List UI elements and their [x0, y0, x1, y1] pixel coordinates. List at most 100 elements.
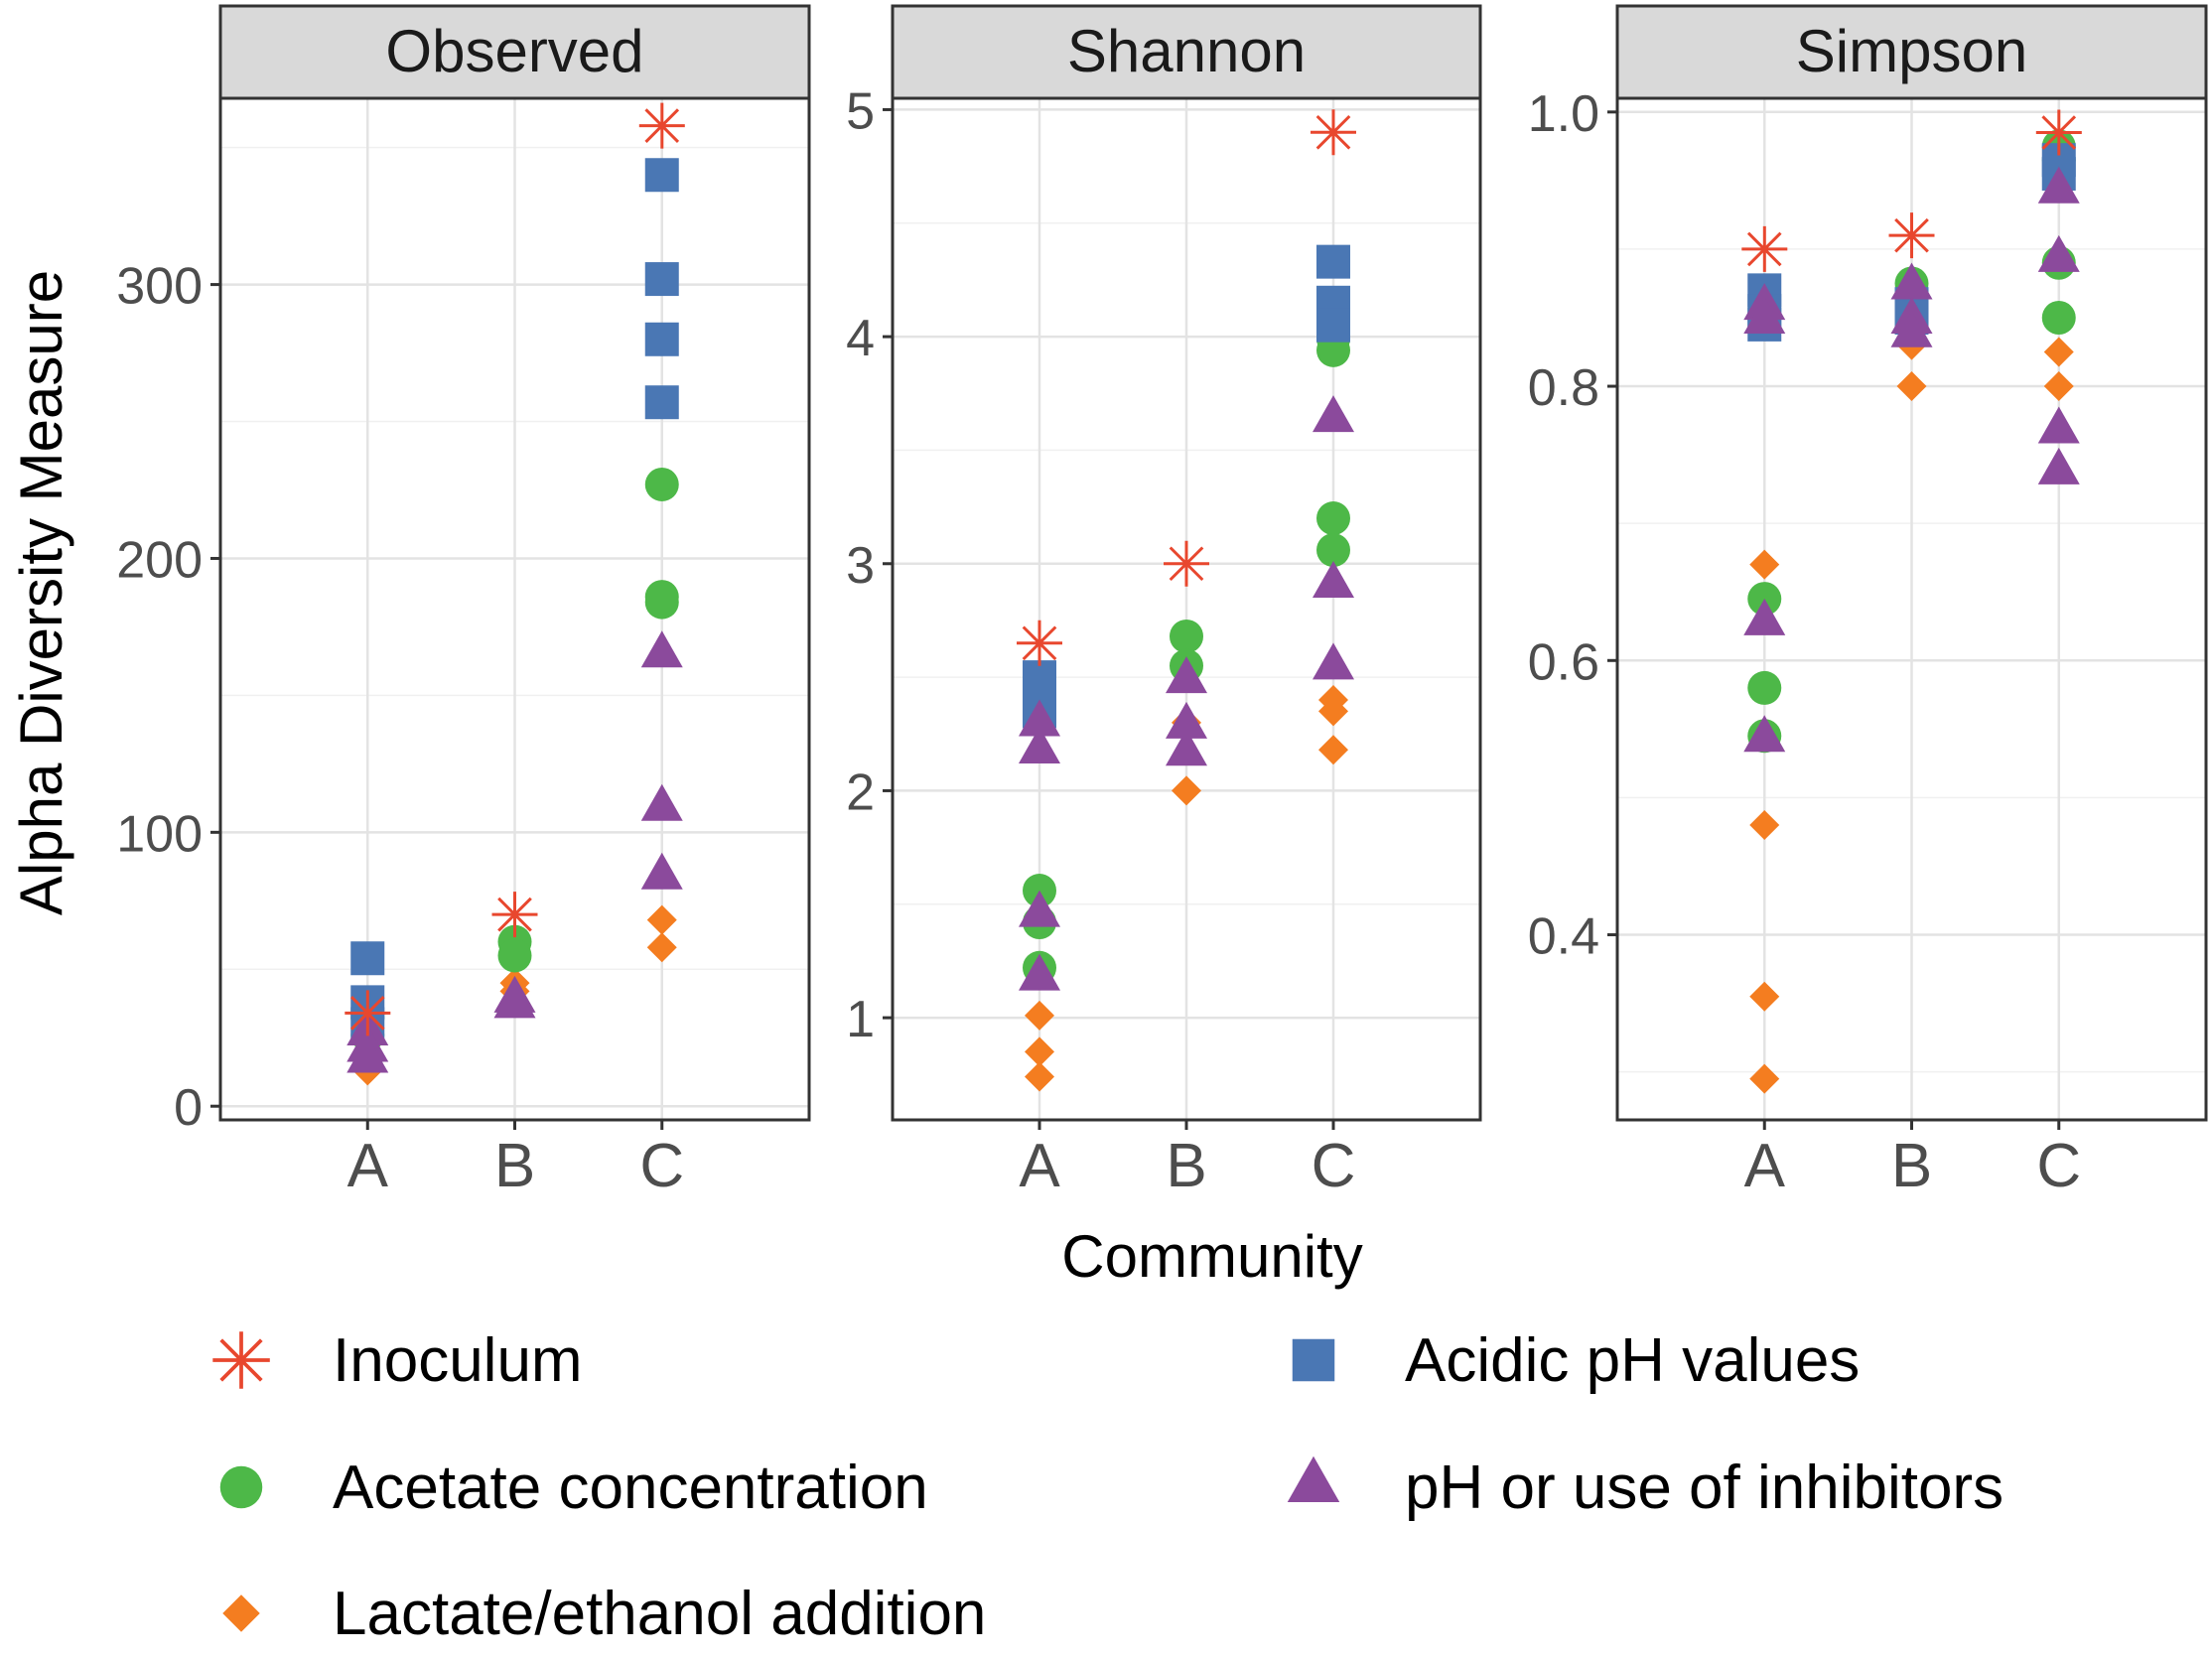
- x-axis-title: Community: [1061, 1223, 1362, 1290]
- legend-marker-acetate: [219, 1465, 263, 1509]
- point-inhib-C: [2037, 406, 2080, 444]
- y-tick-label: 300: [116, 258, 203, 316]
- point-acetate-A: [1747, 670, 1782, 705]
- point-inhib-A: [346, 1036, 389, 1073]
- point-acetate-C: [2041, 300, 2076, 335]
- point-lactate-C: [646, 904, 677, 935]
- point-lactate-C: [1318, 735, 1348, 765]
- point-inhib-C: [640, 852, 683, 890]
- y-tick-label: 2: [846, 763, 875, 821]
- legend-label-lactate: Lactate/ethanol addition: [333, 1580, 986, 1648]
- y-tick-label: 5: [846, 82, 875, 140]
- point-inoculum-C: [1311, 109, 1356, 156]
- point-inhib-A: [1743, 598, 1786, 635]
- y-tick-label: 0.8: [1528, 359, 1599, 417]
- point-inhib-C: [1313, 561, 1354, 599]
- x-tick-label: C: [1312, 1132, 1356, 1200]
- point-inoculum-A: [1017, 620, 1062, 666]
- point-inhib-C: [1313, 642, 1354, 680]
- point-inhib-C: [2037, 166, 2080, 204]
- point-inhib-C: [1313, 395, 1354, 433]
- x-tick-label: C: [2036, 1132, 2081, 1200]
- legend-label-acetate: Acetate concentration: [333, 1453, 928, 1522]
- legend-marker-inoculum: [212, 1331, 270, 1389]
- facet-panel-simpson: Simpson 0.4 0.6 0.8 1.0 A B C: [1528, 4, 2208, 1200]
- legend-item-inhib: pH or use of inhibitors: [1287, 1453, 2004, 1522]
- facet-strip: [1615, 4, 2208, 100]
- facet-title: Observed: [385, 18, 643, 84]
- point-acidic-C: [644, 158, 679, 193]
- point-inhib-C: [640, 630, 683, 668]
- point-acetate-C: [644, 585, 679, 620]
- legend-item-acidic: Acidic pH values: [1292, 1326, 1860, 1395]
- point-inhib-C: [2037, 234, 2080, 272]
- y-tick-label: 100: [116, 805, 203, 863]
- legend-item-lactate: Lactate/ethanol addition: [222, 1580, 986, 1648]
- x-tick-label: A: [1019, 1132, 1060, 1200]
- point-inhib-B: [1890, 310, 1933, 347]
- legend-label-inhib: pH or use of inhibitors: [1405, 1453, 2004, 1522]
- point-inoculum-C: [2035, 109, 2082, 156]
- point-acetate-B: [1170, 619, 1203, 653]
- x-tick-label: B: [1166, 1132, 1206, 1200]
- facet-title: Shannon: [1067, 18, 1306, 84]
- point-lactate-A: [1749, 810, 1780, 841]
- y-tick-label: 3: [846, 537, 875, 595]
- point-inhib-B: [1166, 729, 1207, 766]
- point-inhib-B: [493, 981, 536, 1019]
- legend-item-inoculum: Inoculum: [212, 1326, 583, 1395]
- y-tick-label: 0.6: [1528, 633, 1599, 691]
- point-inhib-A: [1743, 296, 1786, 334]
- x-tick-label: C: [639, 1132, 684, 1200]
- legend-label-inoculum: Inoculum: [333, 1326, 583, 1395]
- point-inoculum-B: [1888, 212, 1935, 259]
- x-tick-label: B: [494, 1132, 535, 1200]
- facet-strip: [218, 4, 811, 100]
- point-inhib-A: [1019, 953, 1060, 991]
- point-lactate-A: [1749, 981, 1780, 1012]
- point-lactate-A: [1749, 549, 1780, 580]
- point-inhib-B: [1166, 701, 1207, 739]
- y-axis-title: Alpha Diversity Measure: [8, 270, 74, 915]
- x-tick-label: A: [1744, 1132, 1786, 1200]
- legend-marker-inhib: [1287, 1455, 1340, 1502]
- y-tick-label: 1.0: [1528, 85, 1599, 143]
- x-tick-label: A: [347, 1132, 389, 1200]
- point-inoculum-C: [638, 102, 685, 149]
- point-acidic-C: [1316, 244, 1350, 279]
- point-acetate-C: [1316, 501, 1350, 536]
- y-tick-label: 0: [174, 1079, 203, 1137]
- point-acetate-B: [497, 938, 532, 973]
- legend-marker-lactate: [222, 1594, 260, 1632]
- y-tick-label: 4: [846, 310, 875, 367]
- point-inoculum-B: [1164, 540, 1209, 587]
- facet-strip: [891, 4, 1482, 100]
- y-tick-label: 200: [116, 531, 203, 589]
- point-inhib-A: [1019, 726, 1060, 763]
- facet-title: Simpson: [1796, 18, 2027, 84]
- point-lactate-C: [2043, 371, 2074, 402]
- facet-panel-shannon: Shannon 1 2 3 4 5 A B C: [846, 4, 1482, 1200]
- y-tick-label: 0.4: [1528, 908, 1599, 966]
- x-tick-label: B: [1891, 1132, 1932, 1200]
- point-inhib-C: [2037, 447, 2080, 484]
- point-inhib-A: [1743, 715, 1786, 753]
- point-acetate-C: [644, 467, 679, 501]
- point-lactate-B: [1172, 775, 1201, 806]
- point-acidic-A: [350, 941, 385, 976]
- point-inhib-B: [1166, 656, 1207, 694]
- facet-panel-observed: Observed 0 100 200 300 A B C: [116, 4, 811, 1200]
- point-lactate-A: [1749, 1063, 1780, 1094]
- point-lactate-B: [1896, 371, 1927, 402]
- point-lactate-C: [1318, 696, 1348, 727]
- legend-label-acidic: Acidic pH values: [1405, 1326, 1860, 1395]
- point-lactate-A: [1025, 1000, 1054, 1031]
- point-acetate-C: [1316, 533, 1350, 568]
- y-tick-label: 1: [846, 991, 875, 1048]
- point-acidic-C: [1316, 308, 1350, 343]
- point-lactate-C: [646, 932, 677, 963]
- point-lactate-C: [2043, 337, 2074, 367]
- point-inhib-A: [1019, 890, 1060, 927]
- point-lactate-A: [1025, 1061, 1054, 1092]
